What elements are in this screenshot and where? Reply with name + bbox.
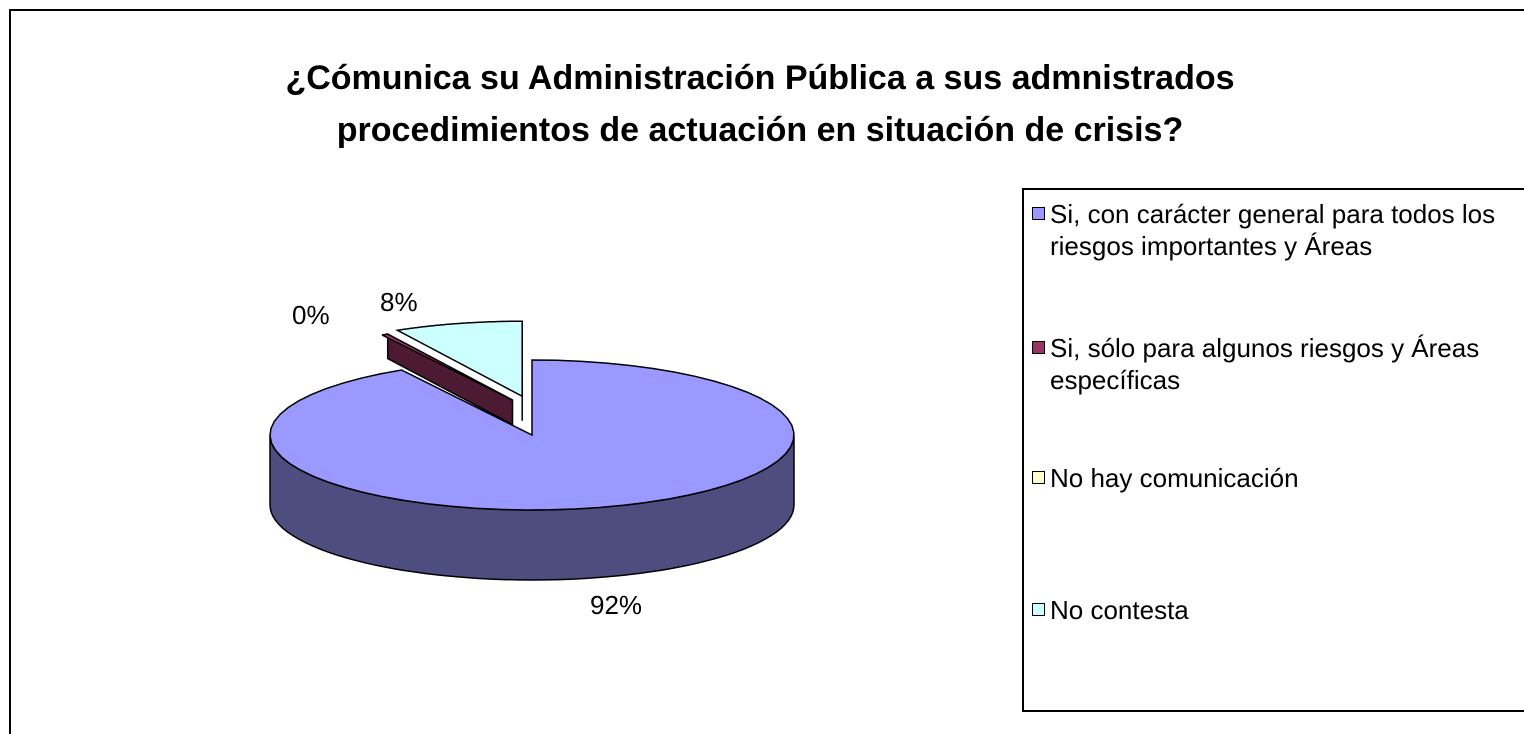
legend-swatch xyxy=(1032,603,1045,616)
legend-swatch xyxy=(1032,207,1045,220)
pie-slice xyxy=(395,320,523,398)
legend-item: Si, sólo para algunos riesgos y Áreas es… xyxy=(1032,332,1512,396)
legend-swatch xyxy=(1032,341,1045,354)
pie-slice xyxy=(381,333,513,401)
legend-item: Si, con carácter general para todos los … xyxy=(1032,198,1512,262)
chart-frame xyxy=(9,9,1524,734)
legend-swatch xyxy=(1032,471,1045,484)
legend-label: No hay comunicación xyxy=(1050,463,1299,493)
value-label: 8% xyxy=(380,287,418,317)
legend-label: No contesta xyxy=(1050,595,1189,625)
legend: Si, con carácter general para todos los … xyxy=(1022,188,1524,712)
legend-item: No hay comunicación xyxy=(1032,462,1512,494)
pie-tops xyxy=(269,320,795,511)
value-label: 0% xyxy=(292,300,330,330)
legend-item: No contesta xyxy=(1032,594,1512,626)
legend-label: Si, con carácter general para todos los … xyxy=(1050,199,1496,261)
legend-label: Si, sólo para algunos riesgos y Áreas es… xyxy=(1050,333,1480,395)
value-label: 92% xyxy=(590,590,643,620)
pie-slice xyxy=(269,359,795,511)
chart-title: ¿Cómunica su Administración Pública a su… xyxy=(285,59,1235,149)
